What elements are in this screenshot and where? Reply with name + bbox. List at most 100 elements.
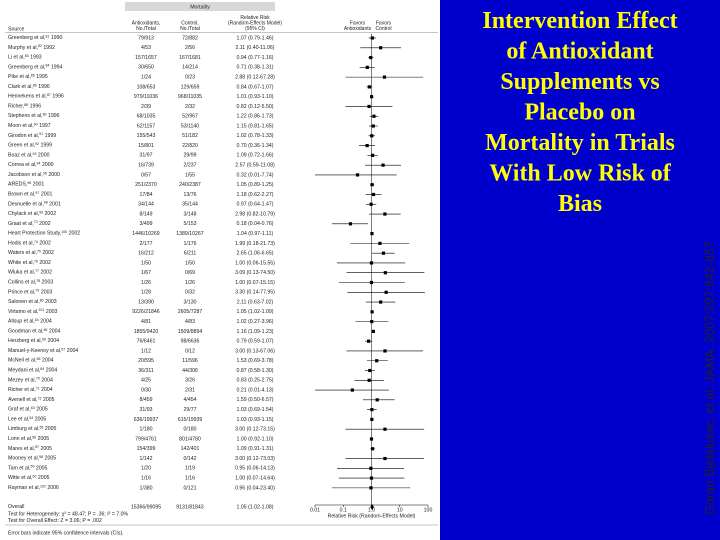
source-year: 1993	[30, 55, 42, 61]
rr-marker	[369, 55, 373, 60]
rr-marker	[365, 143, 369, 148]
source-ref: 65	[43, 328, 47, 332]
source-name: Jacobson et al,	[8, 172, 43, 178]
rr-marker	[383, 349, 387, 353]
source-label: Manuel-y-Keenoy et al,67 2004	[8, 347, 78, 354]
source-ref: 78	[36, 279, 40, 283]
antioxidants-count: 1/26	[141, 280, 151, 286]
antioxidants-count: 108/653	[137, 84, 156, 90]
control-count: 1509/8894	[178, 329, 203, 335]
source-ref: 68	[37, 357, 41, 361]
source-year: 1990	[51, 35, 63, 41]
rr-label: 1.07 (0.79-1.46)	[237, 35, 274, 41]
source-name: Herzberg et al,	[8, 339, 42, 345]
antioxidants-count: 68/1035	[137, 114, 156, 120]
source-name: Waters et al,	[8, 251, 37, 257]
source-ref: 90	[34, 122, 38, 126]
source-name: AREDS,	[8, 182, 27, 188]
rr-marker	[367, 104, 371, 109]
rr-marker	[378, 241, 382, 245]
source-year: 2001	[49, 202, 61, 208]
slide-title-line: Placebo on	[524, 100, 635, 126]
control-count: 1/50	[185, 260, 195, 266]
source-year: 2004	[47, 339, 59, 345]
rr-label: 3.09 (0.13-74.50)	[235, 270, 275, 276]
source-label: Limburg et al,55 2005	[8, 426, 56, 433]
source-ref: 59	[31, 465, 35, 469]
antioxidants-count: 36/311	[138, 368, 154, 374]
control-count: 1/26	[185, 280, 195, 286]
rr-marker	[367, 339, 371, 343]
source-ref: 71	[36, 386, 40, 390]
source-label: Green et al,92 1999	[8, 142, 52, 149]
rr-label: 3.00 (0.12-73.03)	[235, 456, 275, 462]
rr-label: 0.18 (0.04-0.76)	[237, 221, 274, 227]
rr-label: 1.02 (0.78-1.33)	[237, 133, 274, 139]
source-ref: 77	[35, 269, 39, 273]
source-name: Brown et al,	[8, 192, 35, 198]
rr-label: 1.18 (0.62-2.27)	[237, 192, 274, 198]
rr-marker	[369, 466, 373, 470]
source-ref: 58	[39, 455, 43, 459]
source-label: AREDS,96 2001	[8, 181, 44, 188]
rr-label: 2.11 (0.40-11.06)	[235, 45, 274, 51]
antioxidants-count: 34/144	[138, 202, 154, 208]
rr-marker	[369, 486, 373, 490]
control-count: 3/130	[184, 299, 197, 305]
rr-label: 1.03 (0.69-1.54)	[237, 407, 274, 413]
source-ref: 73	[34, 220, 38, 224]
source-year: 1999	[45, 133, 57, 139]
control-count: 0/180	[184, 427, 197, 433]
source-ref: 100	[61, 230, 67, 234]
source-name: Desnuelle et al,	[8, 202, 44, 208]
x-tick-label: 0.1	[340, 507, 347, 513]
source-label: Goodman et al,65 2004	[8, 328, 61, 335]
source-name: Graat et al,	[8, 221, 34, 227]
source-name: Goodman et al,	[8, 329, 43, 335]
panel-title-bar	[125, 2, 275, 11]
source-label: White et al,76 2002	[8, 259, 51, 266]
source-label: Lonn et al,56 2005	[8, 435, 49, 442]
control-count: 615/19939	[178, 417, 203, 423]
antioxidants-count: 4/81	[141, 319, 151, 325]
source-label: Collins et al,78 2003	[8, 279, 53, 286]
source-year: 2005	[45, 456, 57, 462]
antioxidants-count: 157/1657	[135, 55, 157, 61]
rr-marker	[370, 36, 374, 40]
rr-marker	[383, 456, 387, 461]
rr-marker	[383, 427, 387, 431]
source-label: Brown et al,97 2001	[8, 191, 52, 198]
source-year: 2003	[41, 290, 53, 296]
source-name: Boaz et al,	[8, 153, 33, 159]
source-year: 1996	[30, 104, 42, 110]
source-year: 1992	[43, 45, 55, 51]
antioxidants-count: 799/4761	[135, 436, 157, 442]
antioxidants-count: 0/30	[141, 387, 151, 393]
antioxidants-header: Antioxidants,	[132, 21, 161, 27]
antioxidants-count: 31/97	[140, 153, 153, 159]
control-count: 2/56	[185, 45, 195, 51]
source-name: Li et al,	[8, 55, 25, 61]
source-year: 2003	[42, 280, 54, 286]
slide-title-line: of Antioxidant	[506, 39, 653, 65]
control-count: 1/55	[185, 172, 195, 178]
control-count: 167/1681	[179, 55, 201, 61]
control-count: 29/99	[184, 153, 197, 159]
source-label: Overall	[8, 504, 24, 510]
control-count: 3/26	[185, 378, 195, 384]
source-label: Desnuelle et al,98 2001	[8, 201, 61, 208]
source-name: Chylack et al,	[8, 211, 39, 217]
antioxidants-count: 1/67	[141, 270, 151, 276]
rr-marker	[381, 251, 386, 255]
antioxidants-count: 76/6461	[137, 339, 156, 345]
antioxidants-count: 30/650	[138, 65, 154, 71]
source-ref: 84	[46, 64, 50, 68]
antioxidants-count: 17/84	[140, 192, 153, 198]
source-year: 1997	[39, 123, 51, 129]
rr-marker	[370, 417, 374, 422]
antioxidants-count: 1446/10269	[132, 231, 160, 237]
source-name: Meydani et al,	[8, 368, 40, 374]
rr-label: 1.00 (0.07-14.64)	[235, 475, 275, 481]
control-count: 53/1140	[181, 123, 199, 129]
